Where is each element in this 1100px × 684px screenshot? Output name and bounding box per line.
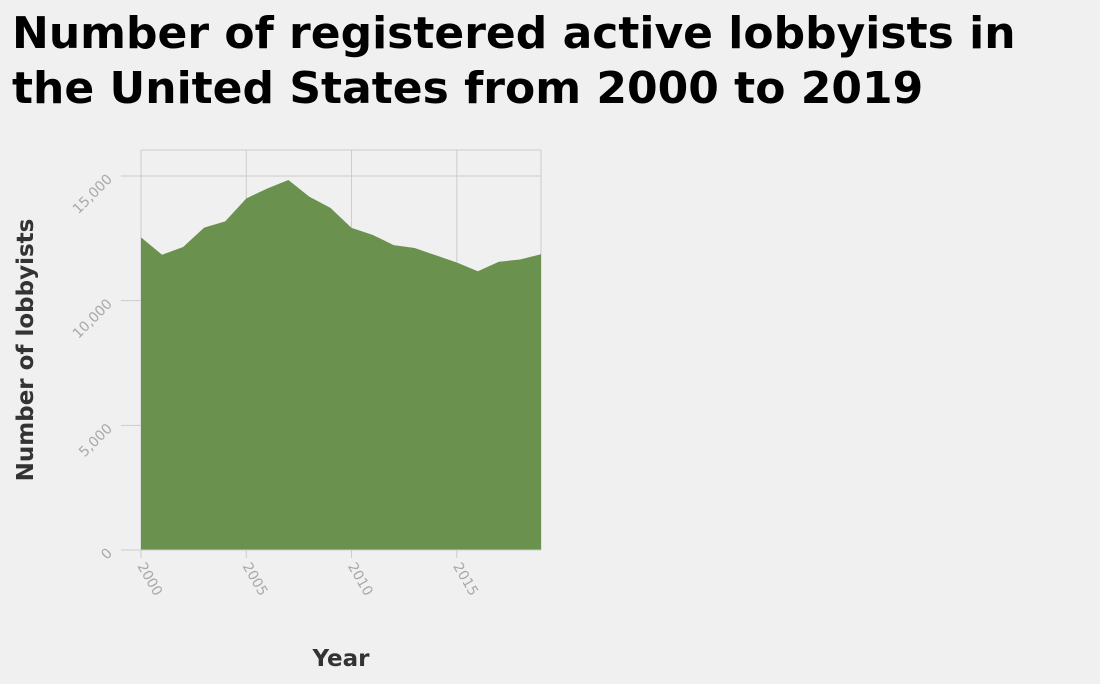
y-tick-label: 5,000	[76, 421, 116, 461]
y-tick-label: 10,000	[70, 296, 116, 342]
chart-title: Number of registered active lobbyists in…	[12, 8, 1016, 114]
y-tick-label: 0	[98, 546, 116, 564]
area-fill	[141, 179, 541, 551]
y-axis-title: Number of lobbyists	[13, 219, 39, 482]
x-tick-label: 2000	[134, 560, 166, 599]
area-series	[141, 179, 541, 551]
x-tick-label: 2005	[239, 560, 271, 599]
x-tick-label: 2015	[449, 560, 481, 599]
x-tick-label: 2010	[344, 560, 376, 599]
y-tick-label: 15,000	[70, 172, 116, 218]
x-axis-title: Year	[311, 646, 370, 672]
